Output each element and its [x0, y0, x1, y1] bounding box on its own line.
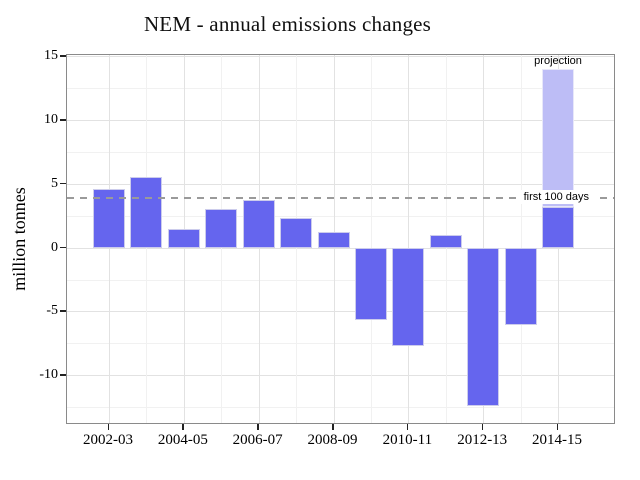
x-tick-mark [107, 424, 109, 430]
x-tick-label: 2006-07 [232, 432, 283, 448]
bar-2006-07 [242, 200, 275, 248]
bar-2012-13 [467, 247, 500, 406]
projection-label: projection [534, 55, 582, 68]
x-tick-label: 2010-11 [382, 432, 433, 448]
x-tick-label: 2014-15 [532, 432, 583, 448]
y-tick-label: -5 [46, 303, 58, 319]
x-tick-label: 2002-03 [83, 432, 133, 448]
bar-2003-04 [130, 177, 163, 248]
y-minor-gridline [67, 279, 614, 281]
bar-2010-11 [392, 247, 425, 346]
y-minor-gridline [67, 215, 614, 217]
y-major-gridline [67, 375, 614, 377]
y-tick-mark [60, 182, 66, 185]
bar-2013-14 [504, 247, 537, 326]
y-minor-gridline [67, 407, 614, 409]
y-tick-label: -10 [39, 367, 58, 383]
y-major-gridline [67, 247, 614, 249]
chart-title: NEM - annual emissions changes [143, 12, 432, 36]
reference-line-label: first 100 days [518, 189, 594, 204]
x-tick-mark [332, 424, 334, 430]
y-tick-label: 15 [44, 48, 58, 64]
x-major-gridline [408, 55, 410, 423]
y-tick-mark [60, 119, 66, 121]
bar-2008-09 [317, 232, 350, 248]
y-tick-mark [60, 246, 66, 249]
x-tick-label: 2004-05 [157, 432, 208, 448]
x-tick-mark [481, 424, 484, 430]
bar-2009-10 [354, 247, 387, 321]
x-tick-label: 2008-09 [307, 432, 358, 448]
bar-2004-05 [167, 228, 200, 248]
x-minor-gridline [370, 55, 372, 423]
bar-2011-12 [429, 234, 462, 248]
x-tick-mark [556, 424, 559, 430]
y-tick-label: 0 [51, 239, 58, 255]
y-major-gridline [67, 183, 614, 185]
y-major-gridline [67, 311, 614, 313]
bar-2007-08 [280, 218, 313, 248]
y-tick-mark [60, 374, 66, 376]
x-tick-mark [257, 424, 259, 430]
y-minor-gridline [67, 88, 614, 90]
y-tick-mark [60, 55, 66, 57]
y-major-gridline [67, 56, 614, 58]
x-tick-label: 2012-13 [457, 432, 508, 448]
y-tick-mark [60, 310, 66, 312]
projection-bar [542, 69, 575, 207]
y-major-gridline [67, 120, 614, 122]
bar-2005-06 [205, 209, 238, 248]
y-tick-label: 10 [44, 112, 58, 128]
x-major-gridline [483, 55, 485, 423]
x-tick-mark [182, 424, 184, 430]
x-tick-mark [406, 424, 409, 430]
plot-panel: first 100 days projection [66, 54, 615, 424]
y-tick-label: 5 [51, 175, 58, 191]
y-minor-gridline [67, 151, 614, 153]
bar-2014-15 [542, 206, 575, 248]
y-minor-gridline [67, 343, 614, 345]
x-minor-gridline [520, 55, 522, 423]
reference-line [67, 196, 614, 199]
